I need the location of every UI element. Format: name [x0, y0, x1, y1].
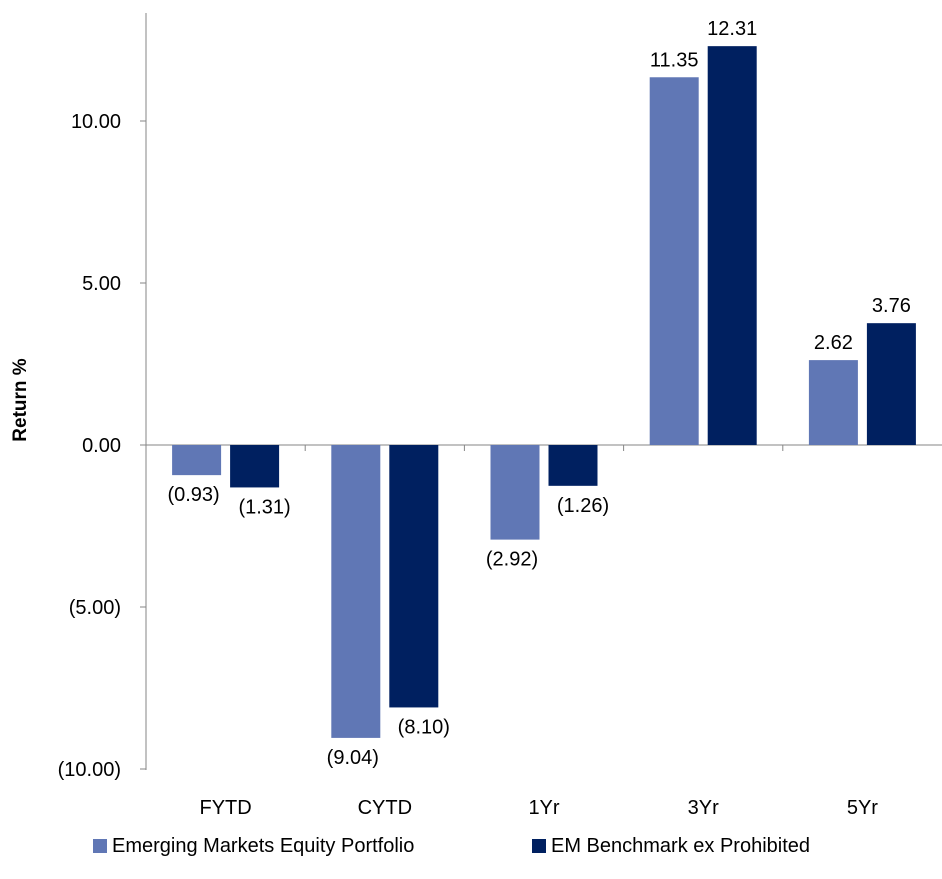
x-axis: FYTD CYTD 1Yr 3Yr 5Yr — [146, 444, 942, 819]
y-axis-title: Return % — [10, 358, 31, 442]
x-tick-label: 3Yr — [688, 797, 719, 819]
bar — [866, 323, 916, 445]
data-label: (8.10) — [398, 716, 450, 738]
data-label: 11.35 — [650, 49, 699, 71]
bars — [172, 46, 916, 738]
bar — [548, 445, 598, 486]
legend-swatch — [532, 839, 546, 853]
data-label: 12.31 — [707, 18, 757, 40]
y-tick-label: 10.00 — [71, 111, 121, 133]
legend-swatch — [93, 839, 107, 853]
y-tick-label: 0.00 — [82, 435, 121, 457]
bar — [172, 445, 222, 476]
x-tick-label: FYTD — [199, 797, 251, 819]
bar — [490, 445, 540, 540]
bar — [707, 46, 757, 445]
y-tick-label: 5.00 — [82, 273, 121, 295]
data-label: (1.26) — [557, 495, 609, 517]
legend: Emerging Markets Equity Portfolio EM Benc… — [93, 835, 810, 857]
x-tick-label: 1Yr — [528, 797, 559, 819]
data-label: (9.04) — [327, 747, 379, 769]
data-label: 2.62 — [814, 332, 853, 354]
bar — [389, 445, 439, 708]
x-tick-label: 5Yr — [847, 797, 878, 819]
x-tick-label: CYTD — [358, 797, 412, 819]
y-tick-label: (10.00) — [58, 759, 121, 781]
bar — [331, 445, 381, 738]
bar — [230, 445, 280, 488]
data-label: (2.92) — [486, 549, 538, 571]
data-labels: (0.93) (1.31) (9.04) (8.10) (2.92) (1.26) 11.3… — [167, 18, 910, 769]
data-label: 3.76 — [872, 295, 911, 317]
y-tick-label: (5.00) — [69, 597, 121, 619]
bar — [808, 360, 858, 445]
bar — [649, 77, 699, 445]
legend-label: EM Benchmark ex Prohibited — [551, 835, 810, 857]
y-axis: (10.00) (5.00) 0.00 5.00 10.00 — [58, 13, 147, 781]
data-label: (1.31) — [238, 496, 290, 518]
data-label: (0.93) — [167, 484, 219, 506]
legend-label: Emerging Markets Equity Portfolio — [112, 835, 414, 857]
